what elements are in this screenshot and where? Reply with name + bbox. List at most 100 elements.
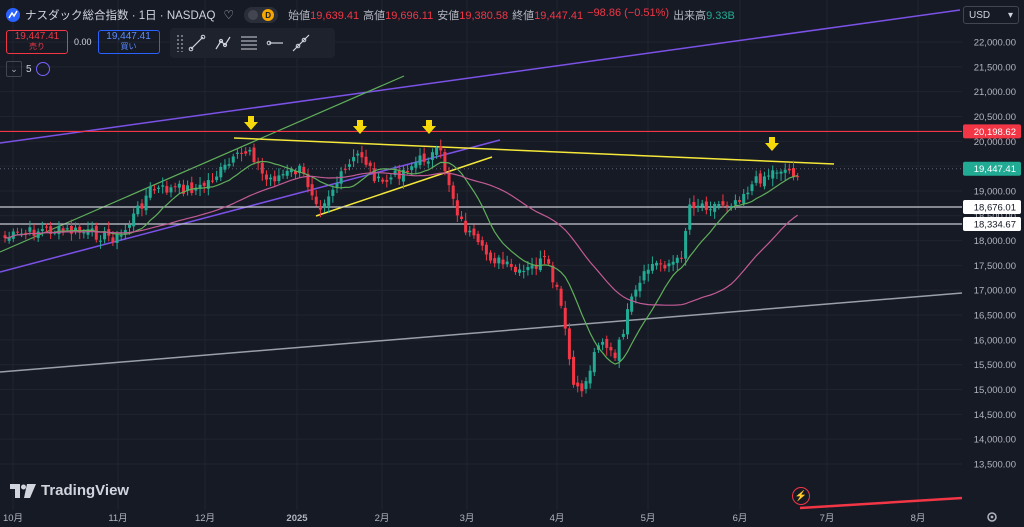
candle-body (235, 152, 239, 154)
candle-body (513, 266, 517, 273)
candle-body (526, 267, 530, 271)
candle-body (443, 151, 447, 172)
candle-body (211, 180, 214, 182)
candle-body (518, 269, 522, 273)
candle-body (717, 204, 721, 207)
candle-body (269, 177, 273, 180)
candle-body (754, 176, 758, 183)
currency-select[interactable]: USD ▾ (963, 6, 1019, 24)
indicators-toggle[interactable]: ⌄ 5 (6, 61, 50, 77)
candle-body (3, 235, 7, 238)
lightning-icon[interactable]: ⚡ (792, 487, 810, 505)
candle-body (422, 153, 426, 162)
sell-button[interactable]: 19,447.41 売り (6, 30, 68, 54)
candle-body (547, 259, 551, 264)
change-value: −98.86 (−0.51%) (587, 7, 670, 19)
candle-body (430, 152, 434, 160)
candle-body (223, 164, 227, 170)
candle-body (630, 296, 634, 312)
candle-body (190, 182, 194, 193)
candle-body (157, 187, 161, 189)
drawing-toolbar[interactable] (170, 28, 335, 58)
candle-body (792, 168, 795, 178)
horizontal-ray-icon[interactable] (262, 31, 288, 55)
price-label-bg (963, 124, 1021, 139)
purple-channel-lower (0, 139, 501, 273)
market-status-pill[interactable]: D (244, 7, 279, 23)
fib-lines-icon[interactable] (236, 31, 262, 55)
candle-body (418, 155, 422, 166)
path-icon[interactable] (210, 31, 236, 55)
candle-body (538, 258, 542, 271)
symbol-title[interactable]: ナスダック総合指数 · 1日 · NASDAQ (25, 10, 216, 22)
candle-body (372, 168, 376, 182)
candle-body (617, 339, 621, 361)
sell-label: 売り (29, 42, 45, 51)
price-label: 19,447.41 (974, 164, 1016, 175)
candle-body (356, 153, 360, 156)
candle-body (352, 157, 356, 162)
candle-body (605, 338, 609, 348)
trend-line-icon[interactable] (184, 31, 210, 55)
candle-body (588, 370, 592, 384)
time-tick-label: 4月 (550, 513, 565, 524)
candle-body (650, 264, 654, 271)
candle-body (659, 263, 663, 265)
trade-panel: 19,447.41 売り 0.00 19,447.41 買い (6, 30, 160, 54)
candle-body (285, 170, 289, 176)
candle-body (28, 227, 32, 232)
candle-body (692, 202, 696, 209)
time-tick-label: 5月 (641, 513, 656, 524)
candle-body (572, 356, 576, 385)
candle-body (426, 161, 430, 164)
indicator-settings-icon[interactable] (35, 62, 50, 76)
candle-body (294, 170, 297, 175)
time-tick-label: 8月 (911, 513, 926, 524)
brand-name: TradingView (41, 482, 130, 499)
drag-handle-icon[interactable] (176, 34, 184, 52)
time-tick-label: 2月 (375, 513, 390, 524)
candle-body (173, 186, 177, 188)
candle-body (567, 328, 571, 360)
gear-icon[interactable] (986, 511, 998, 523)
heart-icon[interactable]: ♡ (223, 8, 235, 22)
candle-body (198, 184, 202, 189)
candle-body (186, 185, 190, 191)
candle-body (704, 201, 708, 210)
candle-body (671, 261, 675, 265)
candle-body (779, 171, 783, 174)
candle-body (725, 205, 729, 207)
candle-body (289, 169, 293, 173)
candle-body (310, 184, 314, 196)
extended-line-icon[interactable] (288, 31, 314, 55)
candle-body (451, 185, 455, 199)
candle-body (709, 209, 712, 211)
tradingview-logo-icon (10, 483, 36, 498)
candle-body (132, 213, 136, 227)
price-label: 18,334.67 (974, 219, 1016, 230)
candle-body (771, 170, 775, 179)
candle-body (414, 162, 418, 168)
price-tick-label: 17,500.00 (974, 261, 1016, 272)
buy-button[interactable]: 19,447.41 買い (97, 30, 160, 54)
candle-body (389, 177, 393, 180)
candle-body (360, 152, 364, 158)
chevron-down-icon[interactable]: ⌄ (6, 61, 22, 77)
candle-body (401, 169, 405, 182)
price-tick-label: 15,500.00 (974, 360, 1016, 371)
candle-body (472, 228, 476, 236)
price-label: 20,198.62 (974, 127, 1016, 138)
candle-body (563, 307, 567, 329)
candle-body (484, 244, 488, 255)
candle-body (347, 164, 351, 167)
candle-body (74, 227, 78, 231)
candle-body (580, 383, 584, 392)
ma-long-line (4, 172, 799, 306)
candle-body (435, 147, 439, 155)
candle-body (530, 265, 534, 269)
price-tick-label: 20,500.00 (974, 112, 1016, 123)
price-label-bg (963, 200, 1021, 215)
candle-body (592, 352, 596, 373)
